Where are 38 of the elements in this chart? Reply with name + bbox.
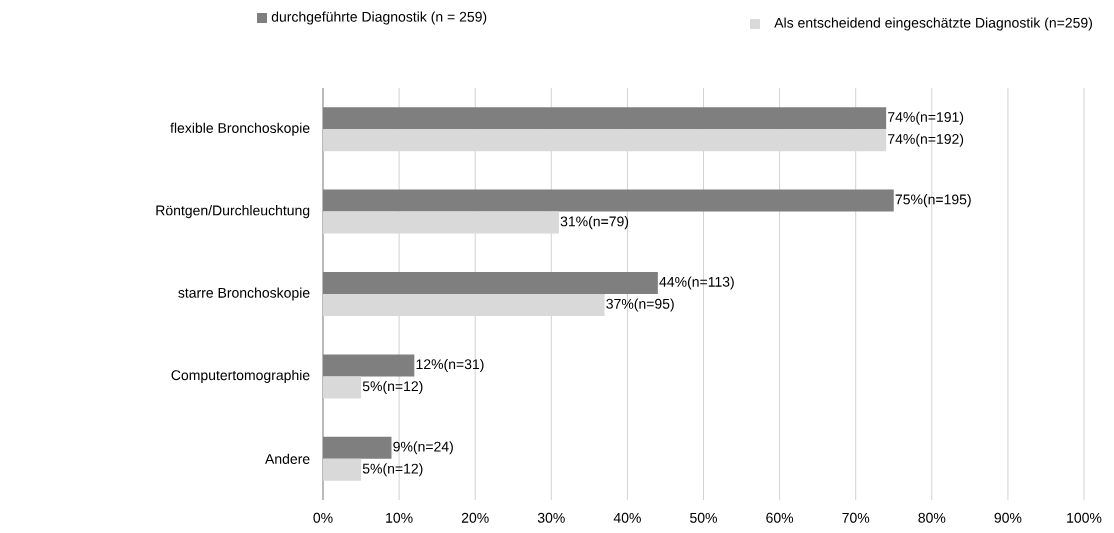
bar (323, 129, 887, 152)
x-tick-label: 80% (918, 512, 946, 523)
data-label: 74%(n=191) (888, 111, 964, 125)
data-label: 44%(n=113) (659, 276, 734, 290)
bar (323, 189, 894, 212)
bar (323, 354, 415, 377)
data-label: 37%(n=95) (606, 298, 674, 312)
x-tick-label: 0% (313, 512, 333, 523)
data-label: 5%(n=12) (362, 463, 423, 477)
x-tick-label: 90% (994, 512, 1022, 523)
x-tick-label: 70% (842, 512, 870, 523)
legend-label: Als entscheidend eingeschätzte Diagnostik (n=259) (774, 17, 1092, 31)
bar (323, 211, 559, 234)
y-tick-label: Computertomographie (171, 369, 310, 383)
x-tick-label: 20% (461, 512, 489, 523)
legend-label: durchgeführte Diagnostik (n = 259) (271, 11, 487, 25)
bar (323, 436, 392, 459)
y-tick-label: Röntgen/Durchleuchtung (156, 205, 310, 219)
bar (323, 272, 658, 294)
bar (323, 376, 362, 399)
bar (323, 107, 887, 130)
data-label: 75%(n=195) (895, 194, 971, 208)
y-tick-label: flexible Bronchoskopie (170, 122, 310, 136)
data-label: 9%(n=24) (393, 441, 453, 455)
y-tick-label: starre Bronchoskopie (178, 287, 310, 301)
x-tick-label: 30% (537, 512, 565, 523)
x-tick-label: 50% (690, 512, 718, 523)
x-tick-label: 100% (1067, 512, 1102, 523)
bar (323, 294, 605, 316)
x-tick-label: 40% (613, 512, 641, 523)
x-tick-label: 60% (766, 512, 794, 523)
data-label: 12%(n=31) (416, 358, 484, 372)
data-label: 74%(n=192) (888, 133, 964, 147)
bar (323, 458, 362, 481)
x-tick-label: 10% (386, 512, 413, 523)
y-tick-label: Andere (265, 453, 310, 464)
data-label: 5%(n=12) (362, 380, 423, 394)
data-label: 31%(n=79) (560, 216, 629, 230)
